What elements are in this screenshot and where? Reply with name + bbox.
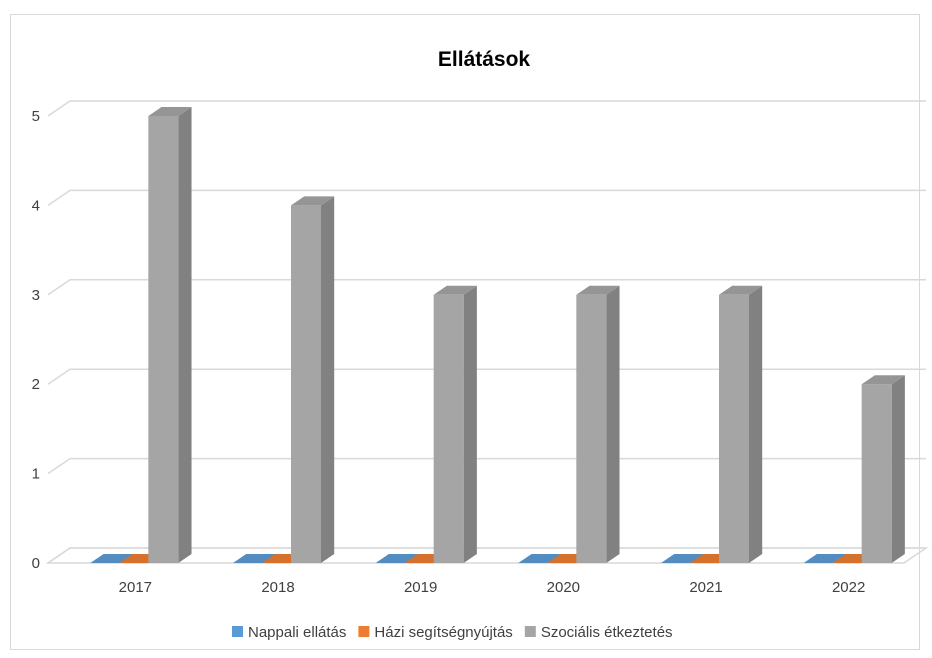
x-axis-ticks: 2017 2018 2019 2020 2021 2022: [119, 579, 866, 596]
y-axis-ticks: 0 1 2 3 4 5: [32, 108, 40, 572]
bars: [90, 107, 905, 563]
bar: [291, 196, 335, 563]
gridline: [47, 368, 926, 385]
floor: [45, 547, 929, 564]
y-tick-label: 2: [32, 376, 40, 393]
legend-label: Szociális étkeztetés: [541, 624, 673, 641]
legend-swatch: [358, 626, 370, 637]
bar: [433, 285, 477, 563]
legend-label: Házi segítségnyújtás: [374, 624, 512, 641]
legend-item: Nappali ellátás: [232, 624, 346, 641]
x-tick-label: 2018: [261, 579, 294, 596]
legend-label: Nappali ellátás: [248, 624, 346, 641]
bar: [719, 285, 763, 563]
legend-item: Házi segítségnyújtás: [358, 624, 513, 641]
legend-item: Szociális étkeztetés: [524, 624, 673, 641]
x-tick-label: 2017: [119, 579, 152, 596]
legend-swatch: [524, 626, 536, 637]
y-tick-label: 1: [32, 466, 40, 483]
y-tick-label: 0: [32, 555, 40, 572]
bar: [861, 375, 905, 563]
gridlines: [45, 100, 929, 564]
y-tick-label: 5: [32, 108, 40, 125]
gridline: [47, 189, 926, 207]
bar: [576, 285, 620, 563]
x-tick-label: 2019: [404, 579, 437, 596]
x-tick-label: 2021: [689, 579, 722, 596]
gridline: [47, 457, 926, 475]
x-tick-label: 2020: [547, 579, 580, 596]
x-tick-label: 2022: [832, 579, 865, 596]
chart-title: Ellátások: [438, 48, 531, 71]
bar: [148, 107, 192, 563]
legend-swatch: [232, 626, 243, 637]
gridline: [47, 100, 926, 117]
y-tick-label: 3: [32, 287, 40, 304]
y-tick-label: 4: [32, 197, 40, 214]
legend: Nappali ellátás Házi segítségnyújtás Szoci…: [232, 624, 673, 641]
gridline: [47, 279, 926, 296]
